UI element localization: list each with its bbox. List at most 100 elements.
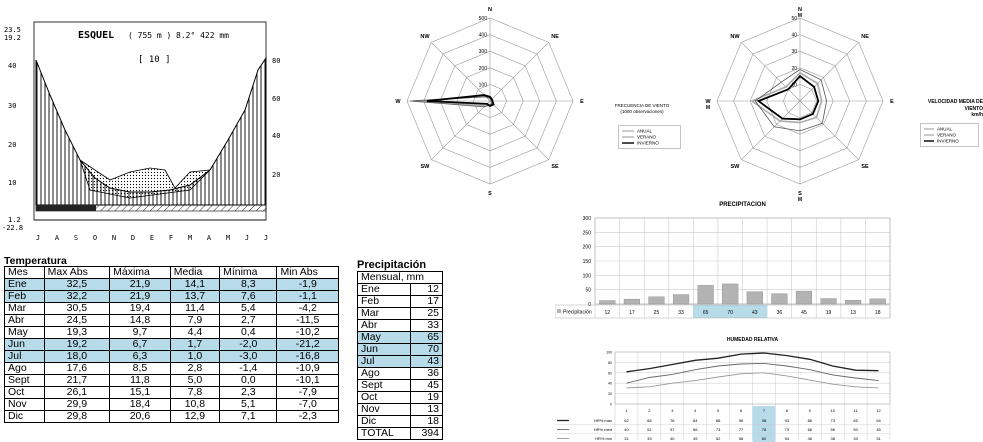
month-label: J — [36, 234, 40, 242]
table-cell: 15,1 — [109, 386, 171, 399]
table-cell: 33 — [409, 319, 444, 332]
table-row: May 19,3 9,7 4,4 0,4 -10,2 — [4, 326, 339, 339]
table-row: Mar 30,5 19,4 11,4 5,4 -4,2 — [4, 302, 339, 315]
table-cell: 18 — [409, 415, 444, 428]
data-label: 86 — [808, 418, 813, 423]
table-cell: 19,2 — [43, 338, 111, 351]
direction-label: S — [798, 191, 802, 197]
highlight-cell — [742, 305, 768, 318]
series-name: HR% max — [594, 418, 612, 423]
bar — [672, 294, 690, 305]
bar — [820, 298, 837, 305]
station-coords: 8.2° 422 mm — [176, 31, 229, 40]
radar-tick-label: 50 — [791, 16, 797, 22]
table-cell: 20,6 — [109, 410, 171, 423]
data-label: 96 — [739, 418, 744, 423]
y-tick-label: 20 — [608, 392, 612, 396]
radar-spoke — [431, 42, 491, 102]
data-label: 50 — [853, 427, 858, 432]
table-row: Nov 29,9 18,4 10,8 5,1 -7,0 — [4, 398, 339, 411]
table-cell: 29,8 — [43, 410, 111, 423]
table-cell: 13 — [409, 403, 444, 416]
direction-label: N — [798, 7, 802, 13]
data-label: 19 — [826, 310, 832, 316]
data-label: 88 — [716, 418, 721, 423]
series-line — [626, 352, 879, 373]
table-cell: -1,4 — [219, 362, 278, 375]
table-cell: -7,9 — [276, 386, 339, 399]
y-tick-label: 100 — [583, 273, 592, 279]
table-cell: 70 — [409, 343, 444, 356]
table-cell: -10,1 — [276, 374, 339, 387]
table-row: Ene 12 — [357, 283, 444, 296]
radar-series-anual — [750, 71, 823, 124]
data-label: 98 — [762, 418, 767, 423]
table-cell: 10,8 — [169, 398, 221, 411]
wind-speed-legend: ANUAL VERANO INVIERNO — [920, 123, 979, 147]
table-cell: Nov — [4, 398, 45, 411]
column-header: Mínima — [219, 266, 278, 279]
table-cell: 7,6 — [219, 290, 278, 303]
radar-tick-label: 30 — [791, 49, 797, 55]
radar-spoke — [489, 42, 549, 102]
table-cell: -3,0 — [219, 350, 278, 363]
table-cell: 18,4 — [109, 398, 171, 411]
data-label: 76 — [670, 418, 675, 423]
data-label: 84 — [693, 418, 698, 423]
bar — [599, 300, 616, 305]
bar — [845, 300, 862, 305]
precipitation-table: Mensual, mm Ene 12 Feb 17 Mar 25 Abr 33 May 65 Jun 7… — [357, 271, 444, 440]
y-tick-label: 40 — [608, 382, 612, 386]
x-tick-label: 6 — [740, 408, 743, 413]
bar — [746, 291, 763, 305]
table-cell: Oct — [4, 386, 45, 399]
data-label: 66 — [693, 427, 698, 432]
table-row: Jul 43 — [357, 355, 444, 368]
table-row: Oct 26,1 15,1 7,8 2,3 -7,9 — [4, 386, 339, 399]
table-row: Sept 21,7 11,8 5,0 0,0 -10,1 — [4, 374, 339, 387]
wind-speed-title: VELOCIDAD MEDIA DE — [927, 99, 983, 105]
table-cell: 7,1 — [219, 410, 278, 423]
precipitation-table-title: Precipitación — [357, 259, 427, 271]
direction-label: SE — [551, 164, 559, 170]
table-cell: 43 — [409, 355, 444, 368]
table-cell: May — [357, 331, 411, 344]
table-cell: 19,4 — [109, 302, 171, 315]
right-tick: 40 — [272, 132, 280, 140]
temperature-curve — [79, 159, 212, 199]
temperature-table: Mes Max Abs Máxima Media Mínima Min Abs Ene 32… — [4, 266, 339, 423]
direction-label: NW — [420, 34, 430, 40]
table-cell: Jul — [4, 350, 45, 363]
month-label: N — [112, 234, 116, 242]
month-label: J — [264, 234, 268, 242]
data-label: 65 — [853, 418, 858, 423]
data-label: 70 — [727, 310, 733, 316]
data-label: 31 — [876, 436, 881, 441]
table-cell: Feb — [357, 295, 411, 308]
y-tick-label: 200 — [583, 245, 592, 251]
table-cell: Mar — [357, 307, 411, 320]
table-cell: 19,3 — [43, 326, 111, 339]
left-tick: 19.2 — [4, 34, 21, 42]
y-tick-label: 0 — [610, 403, 612, 407]
table-cell: Oct — [357, 391, 411, 404]
table-cell: Jun — [357, 343, 411, 356]
radar-spoke — [431, 100, 491, 160]
table-row: Feb 17 — [357, 295, 444, 308]
table-cell: -2,0 — [219, 338, 278, 351]
table-cell: Jul — [357, 355, 411, 368]
table-cell: 8,3 — [219, 278, 278, 291]
table-cell: Dic — [357, 415, 411, 428]
highlight-column — [752, 406, 776, 442]
series-name: HR% min — [595, 436, 612, 441]
month-label: M — [226, 234, 230, 242]
table-cell: 13,7 — [169, 290, 221, 303]
data-label: 33 — [678, 310, 684, 316]
wind-speed-unit: km/h — [971, 112, 983, 118]
frost-bar — [36, 205, 96, 211]
data-label: 54 — [785, 436, 790, 441]
legend-verano: VERANO — [637, 135, 657, 140]
table-cell: 0,4 — [219, 326, 278, 339]
